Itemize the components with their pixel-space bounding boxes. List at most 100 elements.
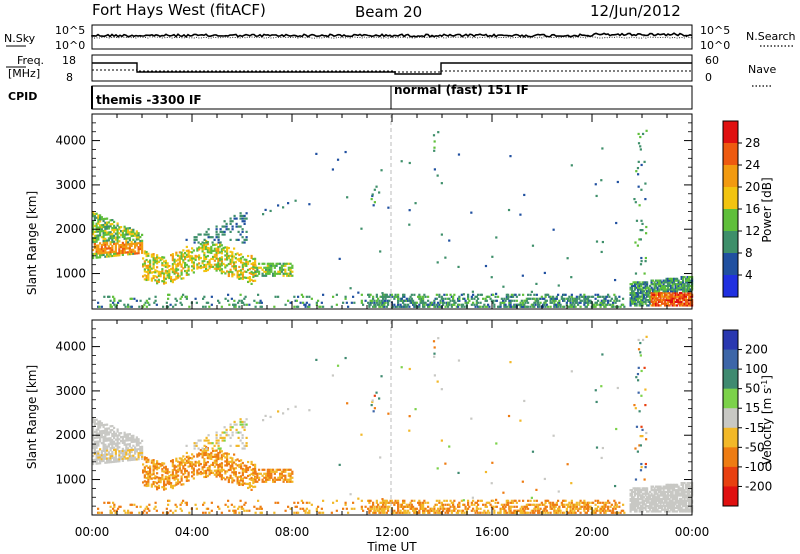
velocity-cell xyxy=(482,511,485,514)
velocity-cell xyxy=(641,508,644,511)
velocity-cell xyxy=(182,455,185,458)
velocity-cell xyxy=(182,461,185,464)
velocity-cell xyxy=(128,439,131,442)
power-cell xyxy=(545,293,548,296)
power-cell xyxy=(527,305,530,308)
velocity-cell xyxy=(106,457,109,460)
velocity-cell xyxy=(647,492,650,495)
velocity-cell xyxy=(499,507,502,510)
velocity-cell xyxy=(614,511,617,514)
velocity-cell xyxy=(637,338,640,342)
velocity-cell xyxy=(234,467,237,470)
velocity-cell xyxy=(113,430,116,433)
velocity-cell xyxy=(405,503,408,506)
velocity-cell xyxy=(460,499,463,502)
velocity-cell xyxy=(638,490,641,494)
velocity-cell xyxy=(387,412,390,415)
power-cell xyxy=(677,297,680,300)
power-cell xyxy=(658,290,661,293)
velocity-cell xyxy=(231,461,234,464)
power-cell xyxy=(114,305,117,308)
power-cell xyxy=(286,274,289,277)
power-cell xyxy=(617,305,620,308)
power-cell xyxy=(612,301,615,304)
power-cell xyxy=(638,300,641,304)
velocity-cell xyxy=(676,499,679,502)
power-cell xyxy=(612,305,615,308)
velocity-cell xyxy=(118,434,121,437)
power-cell xyxy=(475,295,478,298)
velocity-cell xyxy=(549,503,552,506)
power-cell xyxy=(482,297,485,300)
power-cell xyxy=(173,272,176,275)
power-cell xyxy=(422,297,425,300)
velocity-cell xyxy=(149,465,152,468)
power-cell xyxy=(549,295,552,298)
velocity-cell xyxy=(224,452,227,455)
velocity-cell xyxy=(215,457,218,460)
velocity-cell xyxy=(171,475,174,478)
velocity-cell xyxy=(104,433,107,436)
velocity-cell xyxy=(637,496,640,499)
velocity-cell xyxy=(187,461,190,464)
velocity-cell xyxy=(180,483,183,486)
power-cell xyxy=(168,274,171,278)
velocity-cell xyxy=(447,511,450,514)
power-cell xyxy=(458,297,461,300)
velocity-cell xyxy=(260,507,263,510)
power-cell xyxy=(527,297,530,300)
power-cell xyxy=(236,270,239,273)
velocity-cell xyxy=(458,501,461,504)
power-cell xyxy=(168,276,171,280)
power-cell xyxy=(206,268,209,272)
velocity-cell xyxy=(168,499,171,502)
velocity-cell xyxy=(600,509,603,512)
velocity-cell xyxy=(646,497,649,501)
velocity-cell xyxy=(195,444,198,447)
velocity-cell xyxy=(677,489,680,492)
power-cell xyxy=(686,302,689,305)
velocity-cell xyxy=(641,489,644,492)
power-cell xyxy=(212,265,215,268)
power-cell xyxy=(583,293,586,296)
velocity-cell xyxy=(189,462,192,466)
power-cell xyxy=(442,301,445,304)
velocity-cell xyxy=(111,434,114,438)
velocity-cell xyxy=(178,457,181,460)
velocity-cell xyxy=(130,454,133,458)
power-cell xyxy=(518,293,521,296)
velocity-cell xyxy=(95,458,98,461)
power-cell xyxy=(167,297,170,300)
velocity-cell xyxy=(688,494,691,497)
power-cell xyxy=(100,216,103,219)
power-cell xyxy=(679,304,682,307)
velocity-cell xyxy=(130,446,133,450)
velocity-cell xyxy=(644,490,647,494)
velocity-cell xyxy=(680,499,683,502)
power-cell xyxy=(120,234,123,237)
velocity-cell xyxy=(127,437,130,440)
velocity-cell xyxy=(143,470,146,473)
velocity-cell xyxy=(509,505,512,508)
power-cell xyxy=(656,286,659,289)
velocity-cell xyxy=(259,511,262,514)
velocity-cell xyxy=(514,499,517,502)
power-cell xyxy=(668,297,671,300)
power-cell xyxy=(433,149,436,152)
power-cell xyxy=(670,288,673,291)
power-cell xyxy=(375,293,378,296)
power-cell xyxy=(413,301,416,304)
power-cell xyxy=(665,284,668,288)
velocity-cell xyxy=(565,503,568,506)
velocity-cell xyxy=(252,471,255,475)
velocity-cell xyxy=(449,505,452,508)
power-cell xyxy=(102,219,105,223)
velocity-cell xyxy=(382,503,385,506)
power-cell xyxy=(559,305,562,308)
velocity-cell xyxy=(150,461,153,464)
velocity-cell xyxy=(535,499,538,502)
velocity-cell xyxy=(284,478,287,481)
power-cell xyxy=(109,219,112,222)
velocity-cell xyxy=(206,466,209,470)
power-cell xyxy=(134,244,137,247)
